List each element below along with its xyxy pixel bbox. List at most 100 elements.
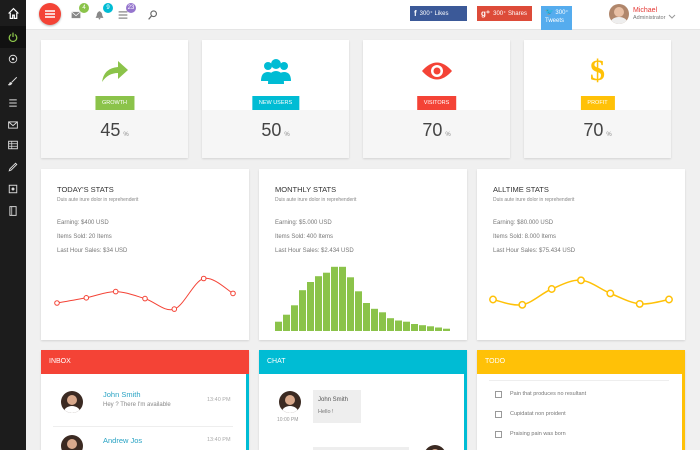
chart-bar [275,321,282,331]
settings-icon [8,54,18,64]
panel-items-sold: Items Sold: 400 Items [275,234,334,240]
twitter-tweets-button[interactable]: 🐦 300⁺ Tweets [541,6,572,30]
map-icon [8,184,18,194]
mail-notifications[interactable]: 4 [71,3,89,23]
todo-widget: TODO Pain that produces no resultant Cup… [477,350,685,450]
tasks-icon [118,11,128,19]
chat-sender: John Smith [318,397,349,403]
todo-checkbox[interactable] [495,391,502,398]
sidebar-item-map[interactable] [0,178,26,200]
message-preview: Hey ? There I'm available [103,402,171,408]
sidebar-item-pencil[interactable] [0,156,26,178]
facebook-icon: f [414,9,417,18]
todo-checkbox[interactable] [495,411,502,418]
chat-scrollbar[interactable] [464,374,467,450]
todo-text: Cupidatat non proident [510,411,566,417]
chart-point [171,306,178,312]
chat-title: CHAT [259,350,467,374]
sender-name: John Smith [103,390,141,399]
sidebar-item-settings[interactable] [0,48,26,70]
sender-name: Andrew Jos [103,436,143,445]
panel-last-hour-sales: Last Hour Sales: $34 USD [57,248,128,254]
chart-point [547,285,556,293]
chart-bar [419,325,426,331]
panel-title: TODAY'S STATS [57,185,114,194]
todo-text: Praising pain was born [510,431,566,437]
todo-title: TODO [477,350,685,374]
chart-point [489,295,497,304]
panel-earning: Earning: $80.000 USD [493,220,554,226]
chart-bar [379,312,386,331]
chart-bar [299,290,306,331]
chart-bar [307,282,314,331]
mail-badge: 4 [79,3,89,13]
avatar [61,391,83,413]
mail-icon [8,121,18,129]
chart-point [54,300,60,306]
chart-point [635,299,644,308]
stat-card-profit: $ PROFIT 70% [524,40,671,158]
sidebar-item-mail[interactable] [0,114,26,136]
power-icon [8,32,18,42]
user-avatar [609,4,629,24]
stat-label: GROWTH [94,96,135,110]
todo-scrollbar[interactable] [682,374,685,450]
chart-bar [339,266,346,331]
panel-last-hour-sales: Last Hour Sales: $75.434 USD [493,248,576,254]
panel-subtitle: Duis aute irure dolor in reprehenderit [57,197,139,203]
panel-subtitle: Duis aute irure dolor in reprehenderit [275,197,357,203]
tasks-badge: 23 [126,3,136,13]
inbox-scrollbar[interactable] [246,374,249,450]
sidebar-item-power[interactable] [0,26,26,48]
sidebar-item-book[interactable] [0,200,26,222]
panel-earning: Earning: $400 USD [57,220,109,226]
google-plus-icon: g⁺ [481,9,491,18]
sidebar-item-list[interactable] [0,92,26,114]
chart-bar [371,308,378,331]
alert-notifications[interactable]: 9 [95,3,113,23]
sidebar-item-brush[interactable] [0,70,26,92]
chart-bar [443,328,450,331]
chart-point [665,295,673,304]
sidebar-home[interactable] [0,0,26,26]
stat-value: 50% [261,120,290,140]
users-icon [260,59,291,84]
menu-button[interactable] [39,3,61,25]
chart-bar [283,314,290,331]
user-profile[interactable]: Michael Administrator [609,2,676,26]
chart-bar [411,324,418,331]
panel-items-sold: Items Sold: 20 Items [57,234,112,240]
panel-subtitle: Duis aute irure dolor in reprehenderit [493,197,575,203]
chart-bar [355,291,362,331]
facebook-likes-button[interactable]: f 300⁺ Likes [410,6,467,21]
user-role: Administrator [633,15,666,21]
chart-bar [395,320,402,331]
message-time: 13:40 PM [207,437,231,443]
task-notifications[interactable]: 23 [118,3,136,23]
alltime-stats-chart [489,276,673,309]
chart-point [577,276,585,285]
google-shares-button[interactable]: g⁺ 300⁺ Shares [477,6,532,21]
avatar [61,435,83,450]
chat-text: Hello ! [318,409,334,415]
chat-widget: CHAT 10:00 PM John Smith Hello ! [259,350,467,450]
inbox-title: INBOX [41,350,249,374]
chart-point [142,295,148,302]
user-name: Michael [633,7,658,14]
twitter-icon: 🐦 [545,9,554,16]
avatar [279,391,301,413]
chart-bar [291,305,298,331]
chat-time: 10:00 PM [277,417,299,423]
todo-checkbox[interactable] [495,431,502,438]
sidebar-item-table[interactable] [0,134,26,156]
top-bar: 4 9 23 f 300⁺ Likes g⁺ 300⁺ Shares 🐦 300… [26,0,700,30]
stat-value: 70% [583,120,612,140]
stat-card-growth: GROWTH 45% [41,40,188,158]
search-button[interactable] [148,7,164,23]
inbox-widget: INBOX John Smith Hey ? There I'm availab… [41,350,249,450]
list-icon [9,99,17,107]
stat-value: 70% [422,120,451,140]
pencil-icon [8,162,18,172]
chart-bar [331,266,338,331]
chart-point [606,289,615,298]
